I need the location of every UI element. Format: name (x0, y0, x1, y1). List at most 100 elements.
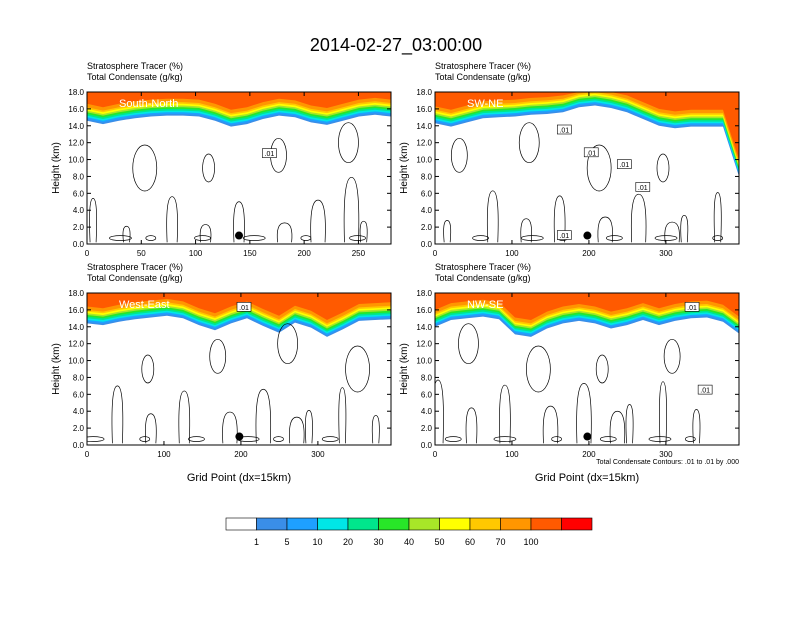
condensate-contour (188, 436, 205, 442)
y-tick-label: 12.0 (68, 139, 84, 148)
panel-south-north: Stratosphere Tracer (%)Total Condensate … (51, 61, 392, 258)
y-tick-label: 18.0 (416, 289, 432, 298)
condensate-contour (345, 345, 370, 393)
condensate-contour (141, 354, 155, 384)
colorbar-label: 50 (434, 537, 444, 547)
x-tick-label: 200 (234, 450, 248, 459)
condensate-contour (222, 411, 238, 444)
contour-label-box (583, 147, 599, 158)
condensate-contour (542, 405, 559, 444)
panel-title-condensate: Total Condensate (g/kg) (435, 273, 531, 283)
condensate-contour (472, 235, 489, 241)
condensate-contour (87, 436, 105, 442)
condensate-contour (273, 436, 284, 442)
condensate-contour (595, 354, 609, 384)
condensate-contour (518, 122, 540, 164)
condensate-contour (109, 235, 132, 241)
condensate-contour (145, 413, 157, 444)
condensate-contour (625, 404, 634, 444)
condensate-contour (599, 436, 617, 442)
contour-label: .01 (265, 151, 275, 158)
x-tick-label: 200 (582, 249, 596, 258)
condensate-contour (166, 196, 178, 243)
colorbar-swatch (256, 517, 288, 531)
condensate-contour (606, 235, 623, 241)
x-tick-label: 100 (505, 249, 519, 258)
x-tick-label: 0 (85, 450, 90, 459)
condensate-contour (139, 436, 151, 442)
y-tick-label: 4.0 (73, 407, 85, 416)
condensate-contour (444, 436, 462, 442)
y-tick-label: 8.0 (421, 373, 433, 382)
contour-label: .01 (638, 185, 648, 192)
panel-title-tracer: Stratosphere Tracer (%) (435, 61, 531, 71)
condensate-contours (89, 122, 368, 243)
condensate-contour (305, 410, 313, 444)
plot-frame (434, 91, 740, 245)
y-tick-label: 10.0 (68, 357, 84, 366)
condensate-contour (597, 216, 613, 243)
colorbar: 1 5 10 20 30 40 50 60 70 100 (225, 517, 593, 547)
condensate-contours (435, 323, 701, 444)
contour-label-box (236, 302, 252, 312)
contour-label-box (635, 182, 651, 192)
condensate-contour (289, 416, 305, 444)
y-tick-label: 6.0 (421, 390, 433, 399)
plot-frame (86, 292, 392, 446)
y-tick-label: 0.0 (73, 441, 85, 450)
x-tick-label: 250 (352, 249, 366, 258)
condensate-contour (631, 193, 647, 243)
y-axis-label: Height (km) (399, 142, 410, 194)
panel-title-condensate: Total Condensate (g/kg) (87, 273, 183, 283)
y-tick-label: 16.0 (68, 105, 84, 114)
panel-west-east: Stratosphere Tracer (%)Total Condensate … (51, 262, 392, 484)
condensate-contour (493, 436, 517, 442)
y-tick-label: 4.0 (421, 407, 433, 416)
condensate-contour (343, 176, 360, 243)
y-tick-label: 8.0 (421, 172, 433, 181)
condensate-contour (310, 199, 326, 243)
condensate-contour (371, 415, 380, 444)
tracer-field (435, 92, 739, 177)
panel-nw-se: Stratosphere Tracer (%)Total Condensate … (399, 262, 740, 484)
colorbar-label: 20 (343, 537, 353, 547)
x-axis-label: Grid Point (dx=15km) (187, 472, 291, 484)
contour-note: Total Condensate Contours: .01 to .01 by… (596, 459, 739, 466)
y-tick-label: 12.0 (416, 340, 432, 349)
y-tick-label: 14.0 (416, 122, 432, 131)
colorbar-swatch (530, 517, 562, 531)
condensate-contour (338, 122, 359, 164)
condensate-contour (486, 190, 499, 243)
y-tick-label: 16.0 (416, 306, 432, 315)
condensate-contour (526, 345, 551, 393)
colorbar-swatch (439, 517, 471, 531)
colorbar-swatch (225, 517, 257, 531)
section-label: South-North (119, 98, 178, 110)
contour-label: .01 (700, 388, 710, 395)
condensate-contour (680, 214, 689, 243)
condensate-contour (321, 436, 339, 442)
condensate-contour (713, 192, 722, 243)
y-tick-label: 18.0 (68, 289, 84, 298)
y-tick-label: 18.0 (416, 88, 432, 97)
y-tick-label: 6.0 (73, 189, 85, 198)
colorbar-label: 10 (312, 537, 322, 547)
condensate-contour (277, 323, 298, 365)
y-tick-label: 10.0 (68, 156, 84, 165)
contour-label-box (617, 159, 632, 169)
y-tick-label: 2.0 (73, 223, 85, 232)
tracer-band-10 (435, 92, 739, 160)
contour-label-box (556, 124, 572, 135)
condensate-contour (520, 235, 544, 241)
contour-label-box (697, 384, 713, 395)
y-tick-label: 2.0 (73, 424, 85, 433)
condensate-contour (255, 388, 271, 444)
contour-label: .01 (619, 162, 629, 169)
x-tick-label: 150 (243, 249, 257, 258)
panel-title-tracer: Stratosphere Tracer (%) (87, 262, 183, 272)
section-label: NW-SE (467, 299, 503, 311)
plot-frame (434, 292, 740, 446)
condensate-contour (435, 379, 444, 444)
x-tick-label: 300 (311, 450, 325, 459)
